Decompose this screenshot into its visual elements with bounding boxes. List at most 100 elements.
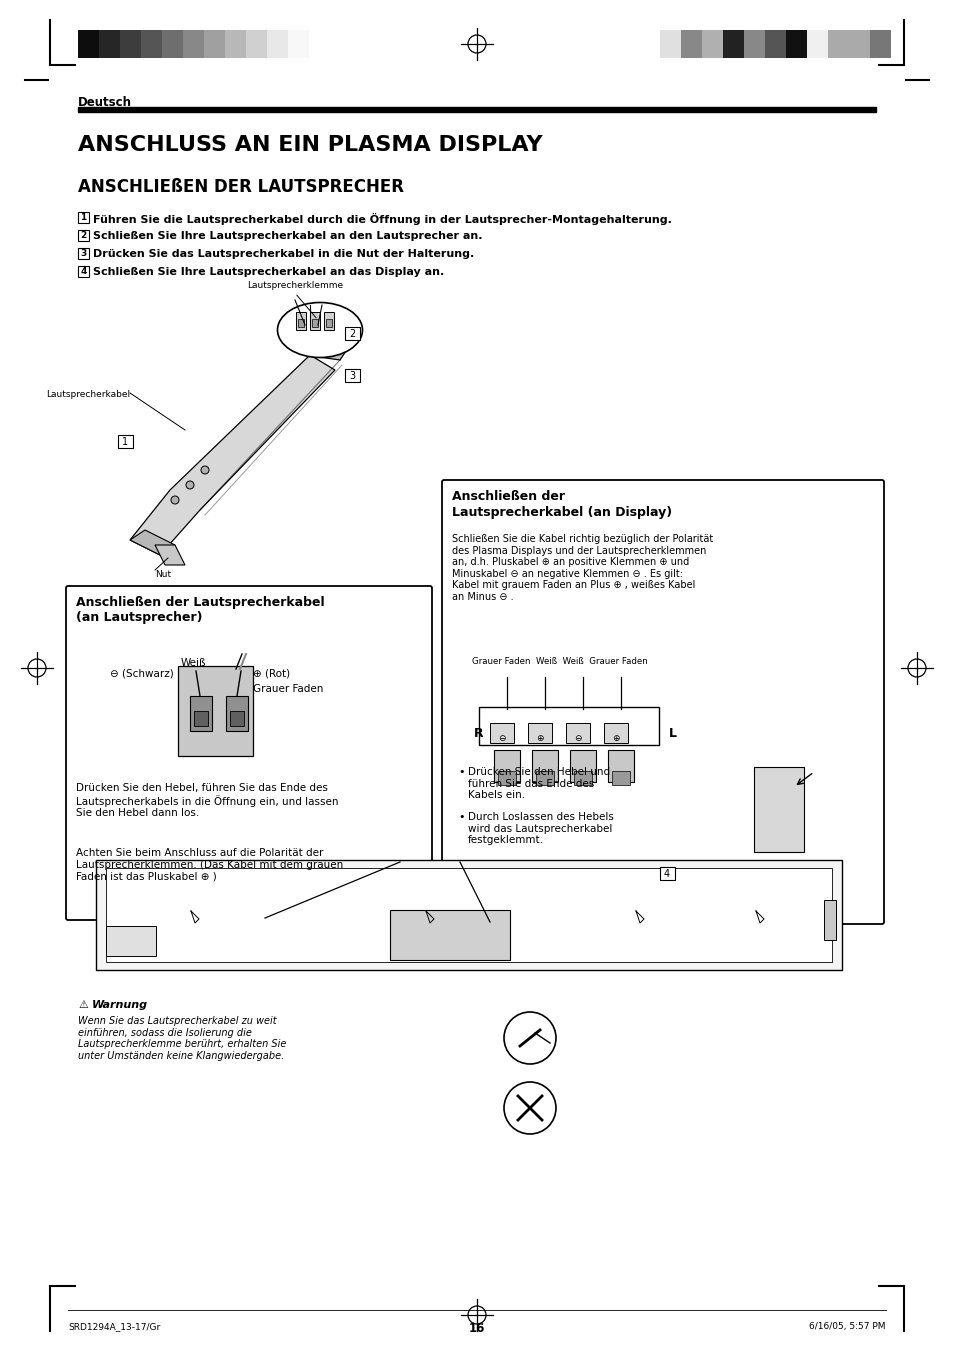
Text: Grauer Faden: Grauer Faden (253, 684, 323, 694)
Text: ANSCHLUSS AN EIN PLASMA DISPLAY: ANSCHLUSS AN EIN PLASMA DISPLAY (78, 135, 542, 155)
Text: SRD1294A_13-17/Gr: SRD1294A_13-17/Gr (68, 1323, 160, 1331)
Bar (226, 696, 248, 731)
Circle shape (171, 496, 179, 504)
Text: ANSCHLIEßEN DER LAUTSPRECHER: ANSCHLIEßEN DER LAUTSPRECHER (78, 178, 403, 196)
Bar (230, 711, 244, 725)
Bar (310, 312, 319, 330)
Circle shape (503, 1082, 556, 1133)
Text: L: L (668, 727, 677, 740)
Bar (162, 30, 183, 58)
Bar (743, 30, 764, 58)
Text: Lautsprecherkabel: Lautsprecherkabel (46, 390, 130, 399)
Text: •: • (457, 767, 464, 777)
Text: 2: 2 (80, 231, 87, 240)
Text: ⊖: ⊖ (497, 734, 505, 743)
Bar (324, 312, 334, 330)
Text: ⊖ (Schwarz): ⊖ (Schwarz) (110, 667, 173, 678)
Text: Durch Loslassen des Hebels
wird das Lautsprecherkabel
festgeklemmt.: Durch Loslassen des Hebels wird das Laut… (468, 812, 613, 846)
Bar (659, 867, 675, 880)
Text: Drücken Sie den Hebel und
führen Sie das Ende des
Kabels ein.: Drücken Sie den Hebel und führen Sie das… (468, 767, 610, 800)
Bar (183, 30, 204, 58)
Bar (312, 319, 317, 327)
Bar (827, 30, 848, 58)
Bar (701, 30, 722, 58)
Text: ⊖: ⊖ (574, 734, 581, 743)
Bar (190, 696, 212, 731)
Bar (78, 266, 89, 277)
Text: •: • (457, 812, 464, 821)
Bar (848, 30, 869, 58)
Bar (680, 30, 701, 58)
Text: 1: 1 (122, 436, 128, 447)
Bar (297, 319, 304, 327)
Bar (326, 319, 332, 327)
Text: Deutsch: Deutsch (78, 96, 132, 109)
Bar (78, 230, 89, 240)
Text: Wenn Sie das Lautsprecherkabel zu weit
einführen, sodass die Isolierung die
Laut: Wenn Sie das Lautsprecherkabel zu weit e… (78, 1016, 286, 1061)
Circle shape (186, 481, 193, 489)
Text: Warnung: Warnung (91, 1000, 148, 1011)
Ellipse shape (277, 303, 362, 358)
Bar (823, 900, 835, 940)
Bar (141, 30, 162, 58)
Bar (246, 30, 267, 58)
Bar (390, 911, 510, 961)
Bar (869, 30, 890, 58)
Text: 1: 1 (80, 213, 87, 222)
Text: Drücken Sie das Lautsprecherkabel in die Nut der Halterung.: Drücken Sie das Lautsprecherkabel in die… (92, 249, 474, 259)
Bar (569, 750, 596, 782)
Bar (99, 30, 120, 58)
Bar (120, 30, 141, 58)
Polygon shape (130, 530, 174, 555)
Bar (267, 30, 288, 58)
Text: ⊕: ⊕ (612, 734, 619, 743)
Text: 4: 4 (663, 869, 669, 880)
Text: 4: 4 (80, 267, 87, 276)
Text: 3: 3 (80, 249, 87, 258)
Bar (478, 707, 659, 744)
Text: 2: 2 (349, 330, 355, 339)
Circle shape (503, 1012, 556, 1065)
Text: 3: 3 (349, 372, 355, 381)
Bar (288, 30, 309, 58)
Text: Lautsprecherkabel (an Display): Lautsprecherkabel (an Display) (452, 507, 672, 519)
Text: Schließen Sie Ihre Lautsprecherkabel an das Display an.: Schließen Sie Ihre Lautsprecherkabel an … (92, 267, 444, 277)
Bar (118, 435, 132, 449)
Text: Achten Sie beim Anschluss auf die Polarität der
Lautsprecherklemmen. (Das Kabel : Achten Sie beim Anschluss auf die Polari… (76, 848, 343, 881)
Text: R: R (474, 727, 483, 740)
Bar (225, 30, 246, 58)
Text: Nut: Nut (154, 570, 171, 580)
Polygon shape (285, 320, 359, 359)
Bar (106, 925, 156, 957)
Circle shape (201, 466, 209, 474)
Text: Führen Sie die Lautsprecherkabel durch die Öffnung in der Lautsprecher-Montageha: Führen Sie die Lautsprecherkabel durch d… (92, 213, 671, 226)
Bar (193, 711, 208, 725)
FancyBboxPatch shape (441, 480, 883, 924)
Bar (753, 767, 803, 852)
Text: 16: 16 (468, 1323, 485, 1335)
Bar (96, 861, 841, 970)
Text: ⊕: ⊕ (536, 734, 543, 743)
Bar (607, 750, 634, 782)
Bar (764, 30, 785, 58)
Bar (295, 312, 306, 330)
Bar (204, 30, 225, 58)
Text: Grauer Faden  Weiß  Weiß  Grauer Faden: Grauer Faden Weiß Weiß Grauer Faden (472, 657, 647, 666)
FancyBboxPatch shape (66, 586, 432, 920)
Bar (527, 723, 552, 743)
Bar (78, 107, 875, 112)
Polygon shape (154, 544, 185, 565)
Bar (806, 30, 827, 58)
Text: Schließen Sie Ihre Lautsprecherkabel an den Lautsprecher an.: Schließen Sie Ihre Lautsprecherkabel an … (92, 231, 482, 240)
Bar (178, 666, 253, 757)
Bar (659, 30, 680, 58)
Bar (722, 30, 743, 58)
Bar (565, 723, 589, 743)
Bar (536, 771, 554, 785)
Bar (345, 369, 359, 382)
Text: Anschließen der: Anschließen der (452, 490, 564, 503)
Text: Schließen Sie die Kabel richtig bezüglich der Polarität
des Plasma Displays und : Schließen Sie die Kabel richtig bezüglic… (452, 534, 713, 603)
Bar (490, 723, 514, 743)
Bar (532, 750, 558, 782)
Text: Anschließen der Lautsprecherkabel
(an Lautsprecher): Anschließen der Lautsprecherkabel (an La… (76, 596, 324, 624)
